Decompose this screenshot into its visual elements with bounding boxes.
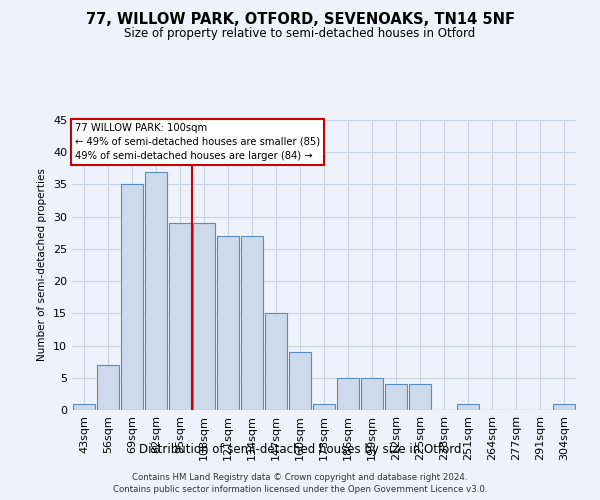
Y-axis label: Number of semi-detached properties: Number of semi-detached properties [37, 168, 47, 362]
Bar [385, 384, 407, 410]
Bar [313, 404, 335, 410]
Text: 77 WILLOW PARK: 100sqm
← 49% of semi-detached houses are smaller (85)
49% of sem: 77 WILLOW PARK: 100sqm ← 49% of semi-det… [74, 123, 320, 161]
Bar [553, 404, 575, 410]
Text: Size of property relative to semi-detached houses in Otford: Size of property relative to semi-detach… [124, 28, 476, 40]
Bar [217, 236, 239, 410]
Text: 77, WILLOW PARK, OTFORD, SEVENOAKS, TN14 5NF: 77, WILLOW PARK, OTFORD, SEVENOAKS, TN14… [86, 12, 515, 28]
Bar [169, 223, 191, 410]
Bar [121, 184, 143, 410]
Text: Contains public sector information licensed under the Open Government Licence v3: Contains public sector information licen… [113, 485, 487, 494]
Bar [409, 384, 431, 410]
Bar [361, 378, 383, 410]
Text: Distribution of semi-detached houses by size in Otford: Distribution of semi-detached houses by … [139, 442, 461, 456]
Bar [265, 314, 287, 410]
Bar [97, 365, 119, 410]
Bar [145, 172, 167, 410]
Bar [193, 223, 215, 410]
Bar [337, 378, 359, 410]
Bar [73, 404, 95, 410]
Bar [241, 236, 263, 410]
Bar [289, 352, 311, 410]
Bar [457, 404, 479, 410]
Text: Contains HM Land Registry data © Crown copyright and database right 2024.: Contains HM Land Registry data © Crown c… [132, 472, 468, 482]
